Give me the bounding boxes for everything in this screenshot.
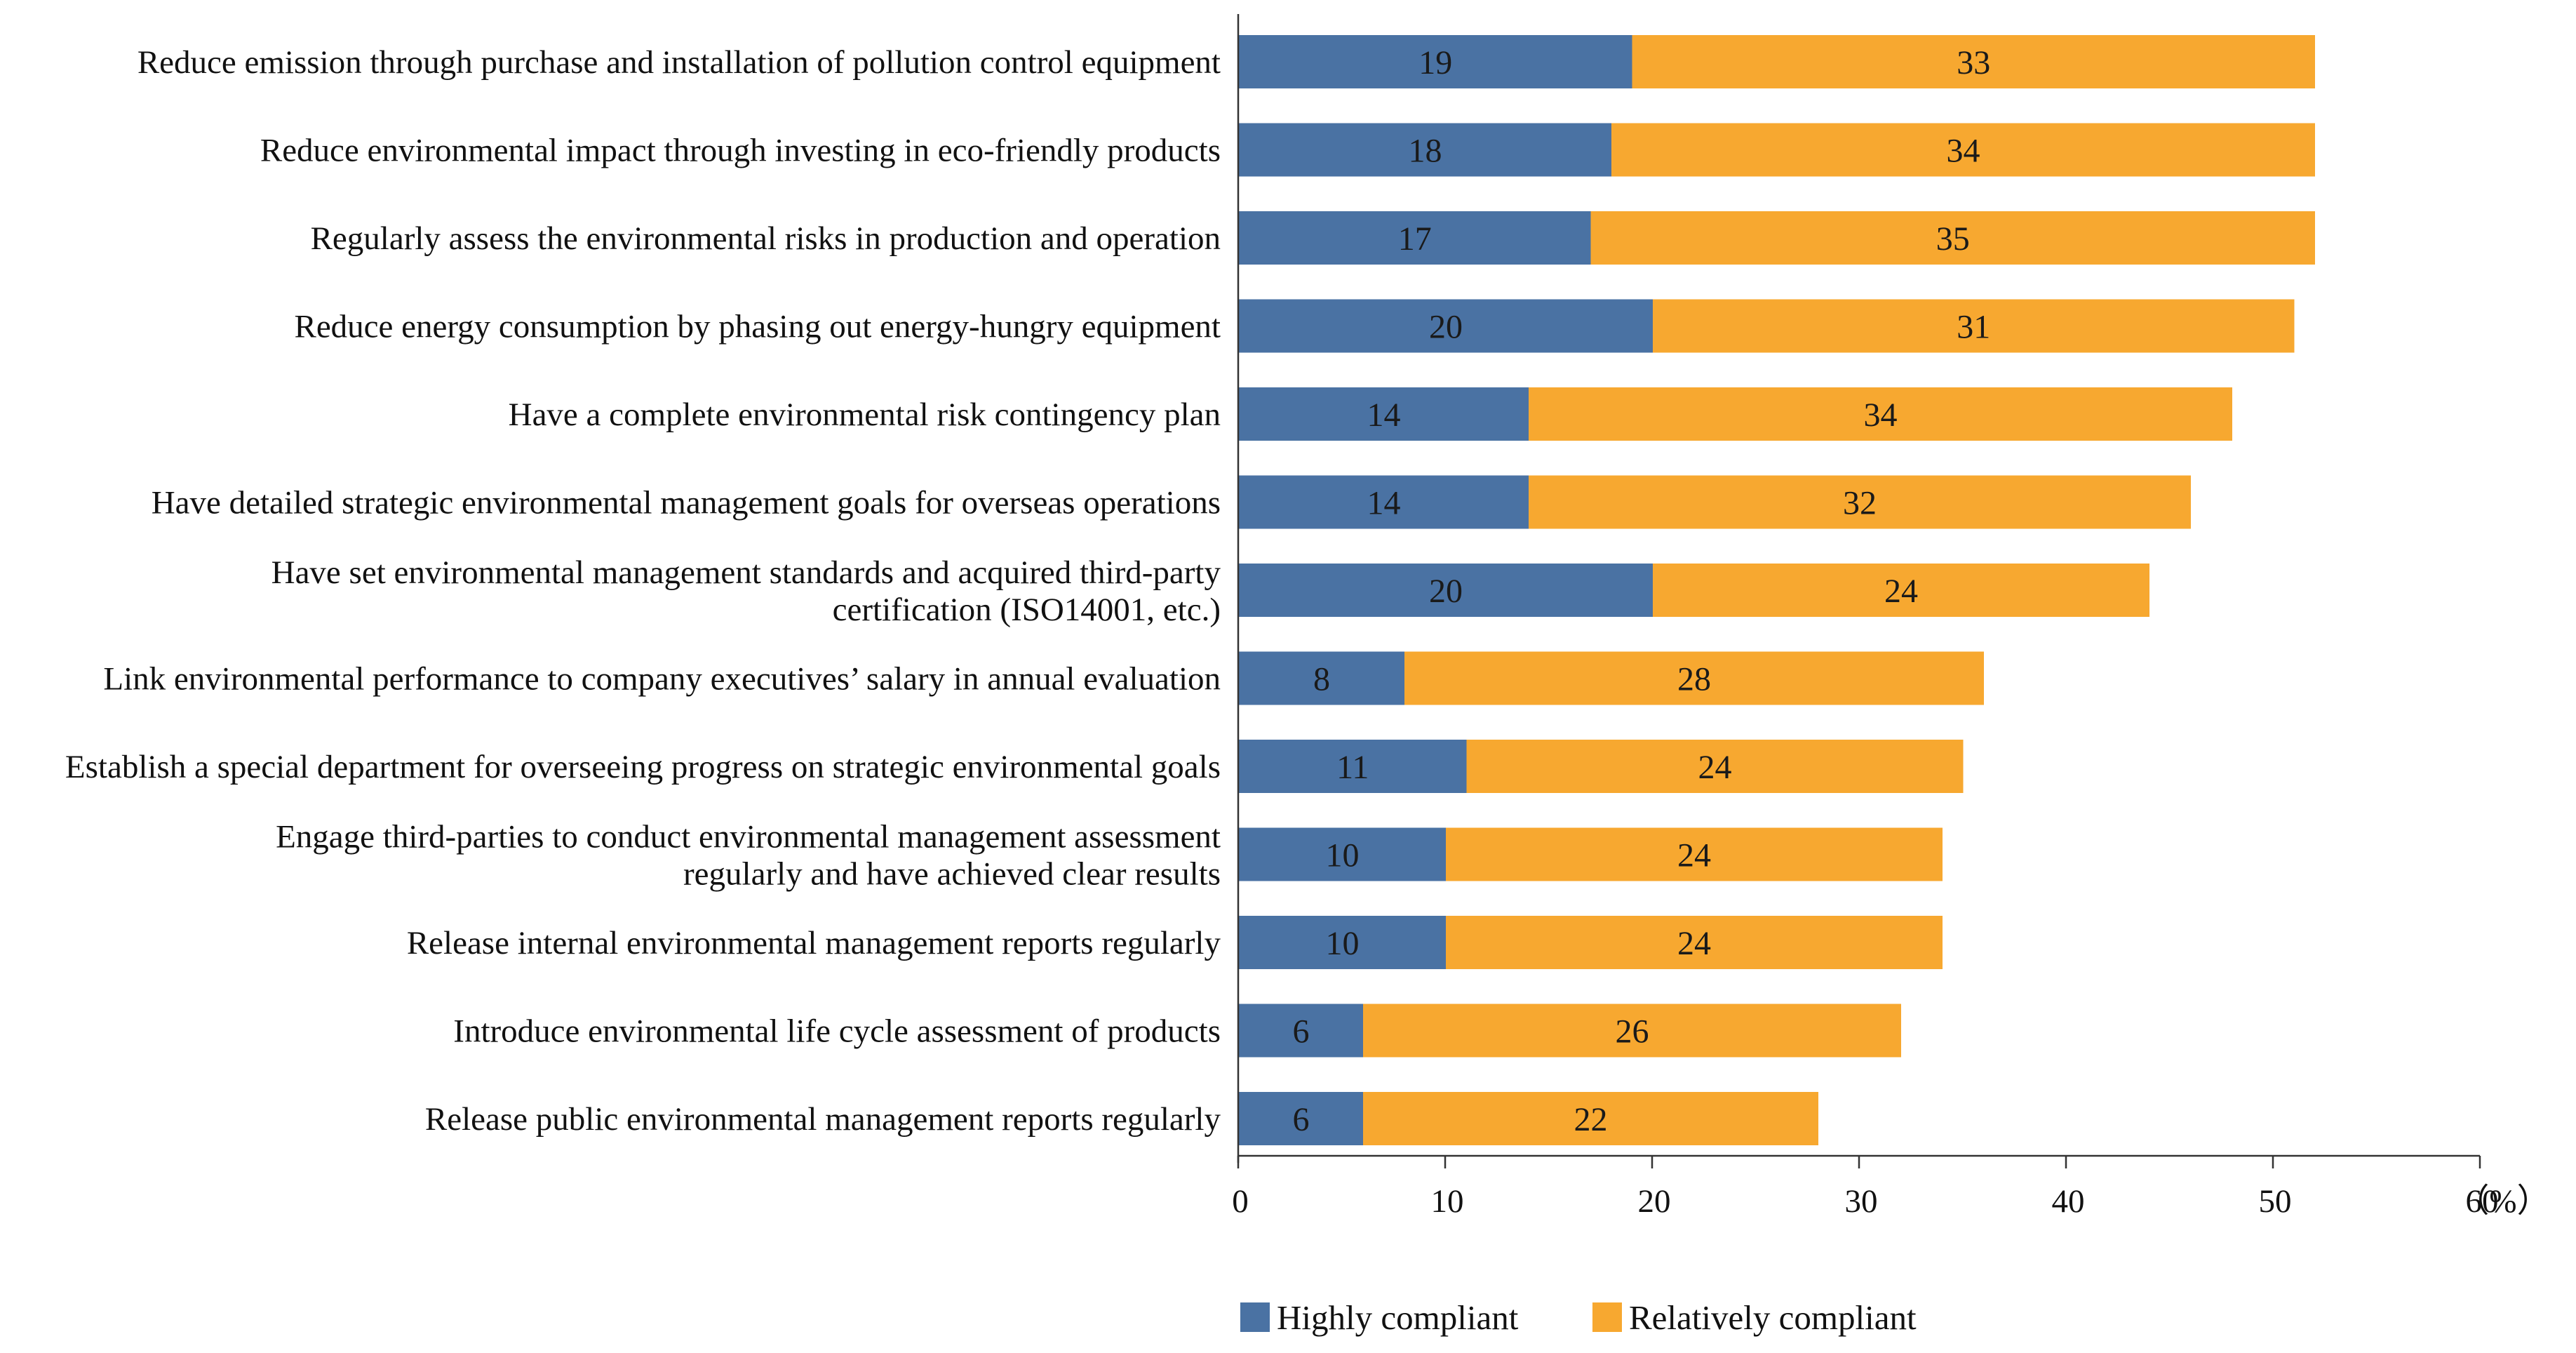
category-label-line: Have a complete environmental risk conti… — [509, 396, 1221, 433]
legend-label-relatively: Relatively compliant — [1629, 1298, 1917, 1337]
bars-layer: 19 33 18 34 17 35 20 31 14 34 14 32 20 24 8 28 11 24 10 24 1… — [1239, 35, 2315, 1145]
bar-relatively-1 — [1611, 123, 2315, 177]
category-label-line: Have detailed strategic environmental ma… — [152, 485, 1221, 521]
bar-highly-3 — [1239, 299, 1653, 353]
data-label: 10 — [1326, 837, 1360, 874]
category-label-line: Engage third-parties to conduct environm… — [276, 819, 1221, 855]
category-label-line: Introduce environmental life cycle asses… — [453, 1013, 1221, 1050]
category-label: Have set environmental management standa… — [271, 554, 1221, 628]
category-label: Have detailed strategic environmental ma… — [152, 485, 1221, 521]
data-label: 34 — [1864, 396, 1898, 434]
bar-highly-0 — [1239, 35, 1632, 88]
legend: Highly compliant Relatively compliant — [1240, 1298, 1917, 1337]
category-label-line: Regularly assess the environmental risks… — [311, 220, 1221, 257]
bar-relatively-12 — [1363, 1092, 1818, 1145]
data-label: 32 — [1843, 485, 1877, 522]
category-label-line: Have set environmental management standa… — [271, 554, 1221, 591]
bar-relatively-0 — [1632, 35, 2315, 88]
category-label: Have a complete environmental risk conti… — [509, 396, 1221, 433]
legend-swatch-relatively — [1592, 1302, 1622, 1332]
category-label: Release public environmental management … — [425, 1101, 1221, 1138]
category-labels: Reduce emission through purchase and ins… — [65, 44, 1221, 1138]
data-label: 24 — [1698, 749, 1732, 786]
category-label: Reduce energy consumption by phasing out… — [294, 309, 1221, 345]
x-tick-label: 50 — [2259, 1183, 2292, 1220]
x-tick-label: 30 — [1845, 1183, 1878, 1220]
data-label: 6 — [1293, 1013, 1310, 1051]
x-tick-label: 10 — [1431, 1183, 1464, 1220]
bar-relatively-6 — [1653, 564, 2149, 617]
category-label: Establish a special department for overs… — [65, 749, 1221, 785]
bar-relatively-3 — [1653, 299, 2295, 353]
x-axis-ticks: 0 10 20 30 40 50 60 — [1232, 1156, 2499, 1220]
x-tick-label: 40 — [2052, 1183, 2085, 1220]
data-label: 6 — [1293, 1101, 1310, 1138]
data-label: 19 — [1418, 44, 1452, 81]
data-label: 24 — [1677, 925, 1711, 962]
bar-highly-12 — [1239, 1092, 1363, 1145]
data-label: 11 — [1336, 749, 1369, 786]
bar-highly-9 — [1239, 827, 1446, 881]
bar-highly-7 — [1239, 651, 1404, 705]
bar-highly-8 — [1239, 740, 1467, 793]
category-label: Link environmental performance to compan… — [103, 661, 1221, 698]
category-label-line: Link environmental performance to compan… — [103, 661, 1221, 698]
category-label: Introduce environmental life cycle asses… — [453, 1013, 1221, 1050]
category-label-line: certification (ISO14001, etc.) — [833, 592, 1221, 628]
category-label-line: Release internal environmental managemen… — [407, 925, 1221, 961]
legend-swatch-highly — [1240, 1302, 1270, 1332]
data-label: 22 — [1574, 1101, 1608, 1138]
data-label: 33 — [1957, 44, 1990, 81]
category-label-line: Release public environmental management … — [425, 1101, 1221, 1138]
bar-relatively-4 — [1529, 387, 2232, 441]
data-label: 20 — [1429, 309, 1463, 346]
bar-relatively-7 — [1404, 651, 1984, 705]
x-tick-label: 60 — [2466, 1183, 2499, 1220]
bar-highly-10 — [1239, 916, 1446, 969]
bar-relatively-8 — [1466, 740, 1964, 793]
x-tick-label: 0 — [1232, 1183, 1249, 1220]
category-label-line: Reduce emission through purchase and ins… — [137, 44, 1221, 81]
data-label: 10 — [1326, 925, 1360, 962]
data-label: 28 — [1677, 661, 1711, 698]
data-label: 18 — [1409, 133, 1442, 170]
data-label: 14 — [1367, 485, 1401, 522]
data-label: 20 — [1429, 573, 1463, 610]
data-label: 8 — [1313, 661, 1330, 698]
x-axis-unit-label: （%） — [2456, 1183, 2549, 1220]
data-label: 34 — [1947, 133, 1980, 170]
bar-relatively-10 — [1446, 916, 1943, 969]
bar-relatively-5 — [1529, 475, 2191, 529]
category-label: Regularly assess the environmental risks… — [311, 220, 1221, 257]
data-label: 35 — [1936, 220, 1970, 258]
bar-highly-2 — [1239, 211, 1591, 265]
data-label: 17 — [1398, 220, 1432, 258]
bar-relatively-11 — [1363, 1004, 1901, 1058]
bar-highly-4 — [1239, 387, 1529, 441]
bar-relatively-2 — [1590, 211, 2315, 265]
x-tick-label: 20 — [1638, 1183, 1671, 1220]
bar-highly-11 — [1239, 1004, 1363, 1058]
category-label-line: Establish a special department for overs… — [65, 749, 1221, 785]
category-label-line: Reduce energy consumption by phasing out… — [294, 309, 1221, 345]
category-label: Engage third-parties to conduct environm… — [276, 819, 1221, 893]
data-label: 31 — [1957, 309, 1990, 346]
data-label: 26 — [1616, 1013, 1649, 1051]
category-label-line: Reduce environmental impact through inve… — [260, 133, 1221, 169]
bar-highly-6 — [1239, 564, 1653, 617]
legend-label-highly: Highly compliant — [1277, 1298, 1519, 1337]
bar-relatively-9 — [1446, 827, 1943, 881]
bar-highly-1 — [1239, 123, 1611, 177]
category-label-line: regularly and have achieved clear result… — [683, 856, 1221, 893]
category-label: Release internal environmental managemen… — [407, 925, 1221, 961]
category-label: Reduce environmental impact through inve… — [260, 133, 1221, 169]
data-label: 14 — [1367, 396, 1401, 434]
data-label: 24 — [1677, 837, 1711, 874]
category-label: Reduce emission through purchase and ins… — [137, 44, 1221, 81]
data-label: 24 — [1884, 573, 1918, 610]
bar-highly-5 — [1239, 475, 1529, 529]
